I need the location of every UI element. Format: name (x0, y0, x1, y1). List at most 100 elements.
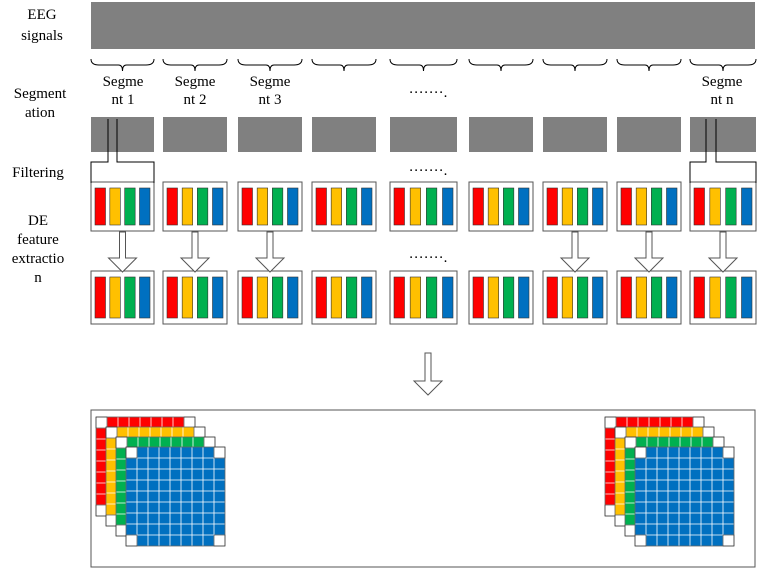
band-bar (546, 276, 558, 319)
grid-corner-cell (692, 416, 705, 429)
band-bar (139, 276, 151, 319)
band-bar (330, 276, 342, 319)
band-bar (124, 276, 136, 319)
filter-connector (689, 119, 707, 183)
grid-corner-cell (203, 436, 216, 449)
band-bar (741, 276, 753, 319)
ellipsis-filtering: ·······. (409, 163, 448, 179)
grid-corner-cell (634, 446, 647, 459)
grid-corner-cell (624, 436, 637, 449)
band-bar (109, 187, 121, 226)
band-bar (741, 187, 753, 226)
segment-brace (237, 58, 303, 72)
label-filtering: Filtering (12, 165, 64, 181)
arrow-icon (179, 231, 211, 273)
band-bar (620, 187, 632, 226)
band-bar (666, 187, 678, 226)
band-bar (666, 276, 678, 319)
segment-3-label-line2: nt 3 (259, 92, 282, 108)
band-bar (472, 187, 484, 226)
grid-layer-fill (634, 446, 735, 547)
band-bar (426, 187, 438, 226)
band-bar (651, 187, 663, 226)
band-bar (518, 276, 530, 319)
segment-brace (162, 58, 228, 72)
band-bar (426, 276, 438, 319)
arrow-icon (559, 231, 591, 273)
band-bar (709, 276, 721, 319)
band-bar (518, 187, 530, 226)
grid-corner-cell (722, 534, 735, 547)
grid-corner-cell (604, 504, 617, 517)
band-bar (181, 276, 193, 319)
segment-brace (542, 58, 608, 72)
band-bar (361, 187, 373, 226)
stack-left-layer (125, 446, 226, 547)
segment-block (91, 117, 154, 152)
grid-corner-cell (105, 426, 118, 439)
band-bar (620, 276, 632, 319)
label-eeg-line1: EEG (27, 7, 56, 23)
arrow-icon (412, 352, 444, 396)
grid-layer-fill (125, 446, 226, 547)
grid-corner-cell (614, 426, 627, 439)
band-bar (287, 187, 299, 226)
band-bar (635, 276, 647, 319)
grid-corner-cell (702, 426, 715, 439)
eeg-signal-bar (91, 2, 755, 49)
segment-brace (689, 58, 757, 72)
grid-corner-cell (213, 534, 226, 547)
segment-2-label-line2: nt 2 (184, 92, 207, 108)
segment-block (390, 117, 457, 152)
grid-corner-cell (125, 534, 138, 547)
band-bar (577, 276, 589, 319)
segment-brace (311, 58, 377, 72)
band-bar (315, 276, 327, 319)
band-bar (709, 187, 721, 226)
band-bar (94, 276, 106, 319)
band-bar (272, 276, 284, 319)
filter-connector (90, 119, 109, 183)
band-bar (256, 276, 268, 319)
label-segmentation-line2: ation (25, 105, 55, 121)
segment-block (543, 117, 607, 152)
arrow-icon (633, 231, 665, 273)
band-bar (330, 187, 342, 226)
band-bar (346, 187, 358, 226)
grid-corner-cell (95, 504, 108, 517)
grid-layer-border (125, 446, 226, 547)
band-bar (139, 187, 151, 226)
grid-corner-cell (125, 446, 138, 459)
band-bar (109, 276, 121, 319)
band-bar (442, 276, 454, 319)
band-bar (472, 276, 484, 319)
band-bar (181, 187, 193, 226)
band-bar (487, 187, 499, 226)
segment-n-label-line1: Segme (702, 74, 743, 90)
segment-block (163, 117, 227, 152)
grid-corner-cell (213, 446, 226, 459)
band-bar (693, 276, 705, 319)
band-bar (256, 187, 268, 226)
band-bar (361, 276, 373, 319)
grid-corner-cell (115, 524, 128, 537)
segment-block (238, 117, 302, 152)
grid-corner-cell (193, 426, 206, 439)
ellipsis-segments: ·······. (409, 85, 448, 101)
grid-layer-border (634, 446, 735, 547)
filter-connector (715, 119, 757, 183)
segment-block (617, 117, 681, 152)
segment-block (469, 117, 533, 152)
band-bar (315, 187, 327, 226)
segment-2-label-line1: Segme (175, 74, 216, 90)
band-bar (546, 187, 558, 226)
band-bar (94, 187, 106, 226)
filter-connector (116, 119, 155, 183)
band-bar (393, 187, 405, 226)
segment-1-label-line1: Segme (103, 74, 144, 90)
ellipsis-de: ·······. (409, 250, 448, 266)
segment-brace (389, 58, 458, 72)
segment-3-label-line1: Segme (250, 74, 291, 90)
band-bar (487, 276, 499, 319)
